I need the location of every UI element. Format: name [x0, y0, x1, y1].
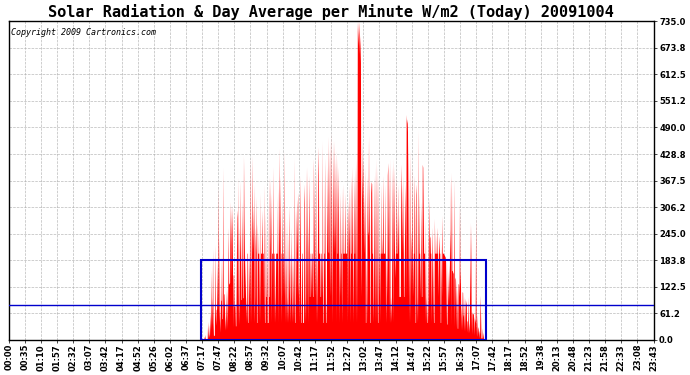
Title: Solar Radiation & Day Average per Minute W/m2 (Today) 20091004: Solar Radiation & Day Average per Minute… [48, 4, 614, 20]
Text: Copyright 2009 Cartronics.com: Copyright 2009 Cartronics.com [10, 28, 156, 37]
Bar [201, 260, 486, 340]
